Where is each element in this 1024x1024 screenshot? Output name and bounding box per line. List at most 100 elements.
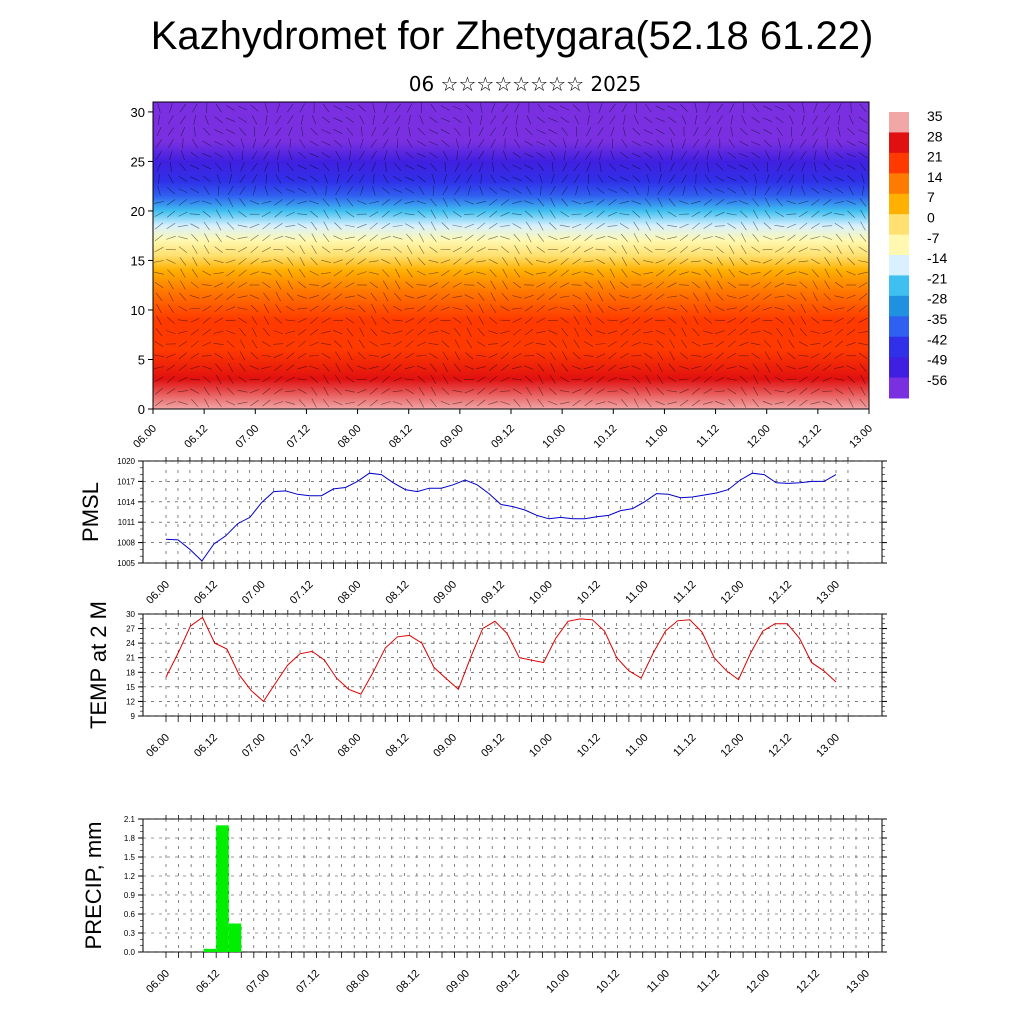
- wind-barb: [752, 398, 760, 408]
- wind-barb: [501, 163, 509, 171]
- wind-barb: [464, 223, 475, 229]
- wind-barb: [547, 306, 558, 311]
- wind-barb: [811, 210, 820, 218]
- wind-barb: [596, 210, 605, 218]
- wind-barb: [310, 210, 319, 218]
- wind-barb: [751, 116, 760, 123]
- heatmap-field: [153, 102, 869, 409]
- wind-barb: [301, 126, 304, 137]
- heatmap-ytick-label: 15: [131, 253, 145, 268]
- wind-barb: [309, 328, 319, 336]
- wind-barb: [429, 152, 438, 159]
- wind-barb: [440, 105, 450, 111]
- wind-barb: [786, 223, 797, 229]
- wind-barb: [191, 138, 198, 148]
- wind-barb: [643, 260, 654, 263]
- wind-barb: [657, 375, 664, 384]
- wind-barb: [763, 293, 772, 300]
- wind-barb: [715, 176, 725, 182]
- wind-barb: [524, 164, 534, 170]
- wind-barb: [739, 164, 749, 170]
- wind-barb: [382, 269, 390, 278]
- wind-barb: [537, 162, 545, 172]
- wind-barb: [335, 150, 341, 160]
- wind-barb: [607, 390, 618, 392]
- wind-barb: [810, 258, 820, 265]
- wind-barb: [452, 282, 462, 288]
- wind-barb: [287, 268, 293, 278]
- wind-barb: [750, 331, 761, 334]
- wind-barb: [298, 233, 306, 242]
- wind-barb: [202, 375, 211, 383]
- wind-barb: [800, 150, 807, 160]
- wind-barb: [715, 199, 724, 206]
- wind-barb: [764, 351, 771, 361]
- wind-barb: [333, 129, 343, 135]
- wind-barb: [263, 150, 270, 160]
- wind-barb: [251, 150, 258, 160]
- wind-barb: [261, 341, 271, 347]
- wind-barb: [681, 327, 687, 337]
- wind-barb: [512, 295, 522, 299]
- wind-barb: [776, 198, 783, 207]
- wind-barb: [678, 284, 690, 286]
- wind-barb: [154, 399, 164, 407]
- wind-barb: [861, 173, 865, 184]
- wind-barb: [559, 390, 570, 393]
- wind-barb: [416, 200, 427, 205]
- wind-barb: [166, 364, 176, 371]
- wind-barb: [655, 329, 665, 335]
- wind-barb: [299, 256, 305, 266]
- wind-barb: [500, 341, 510, 347]
- wind-barb: [574, 327, 580, 337]
- wind-barb: [237, 236, 248, 239]
- wind-barb: [717, 280, 723, 290]
- heatmap-ytick-label: 20: [131, 204, 145, 219]
- wind-barb: [571, 200, 582, 205]
- wind-barb: [798, 365, 809, 370]
- wind-barb: [166, 388, 176, 395]
- wind-barb: [417, 127, 426, 136]
- wind-barb: [586, 126, 592, 137]
- wind-barb: [201, 200, 212, 205]
- wind-barb: [858, 342, 868, 346]
- wind-barb: [657, 209, 664, 219]
- wind-barb: [585, 150, 592, 160]
- wind-barb: [442, 209, 449, 219]
- wind-barb: [201, 355, 212, 357]
- wind-barb: [201, 295, 212, 299]
- wind-barb: [178, 175, 188, 182]
- wind-barb: [728, 398, 736, 408]
- wind-barb: [786, 200, 797, 205]
- wind-barb: [811, 317, 820, 324]
- wind-barb: [739, 329, 748, 336]
- wind-barb: [169, 103, 173, 113]
- wind-barb: [669, 186, 676, 195]
- wind-barb: [587, 103, 590, 113]
- wind-barb: [323, 221, 329, 231]
- wind-barb: [225, 235, 236, 241]
- wind-barb: [444, 161, 447, 173]
- wind-barb: [763, 387, 772, 395]
- wind-barb: [501, 292, 509, 301]
- wind-barb: [404, 366, 415, 370]
- wind-barb: [657, 197, 663, 208]
- wind-barb: [536, 246, 546, 253]
- wind-barb: [680, 162, 688, 172]
- wind-barb: [822, 225, 833, 227]
- wind-barb: [215, 198, 223, 207]
- wind-barb: [429, 246, 438, 253]
- wind-barb: [776, 127, 783, 136]
- wind-barb: [607, 401, 618, 405]
- wind-barb: [418, 245, 425, 255]
- wind-barb: [583, 366, 594, 370]
- wind-barb: [798, 200, 809, 205]
- pmsl-xtick-label: 07.00: [240, 579, 268, 607]
- wind-barb: [739, 375, 748, 384]
- wind-barb: [203, 221, 210, 231]
- wind-barb: [738, 365, 749, 370]
- wind-barb: [310, 257, 318, 266]
- wind-barb: [728, 233, 736, 242]
- wind-barb: [620, 399, 628, 407]
- wind-barb: [476, 366, 487, 370]
